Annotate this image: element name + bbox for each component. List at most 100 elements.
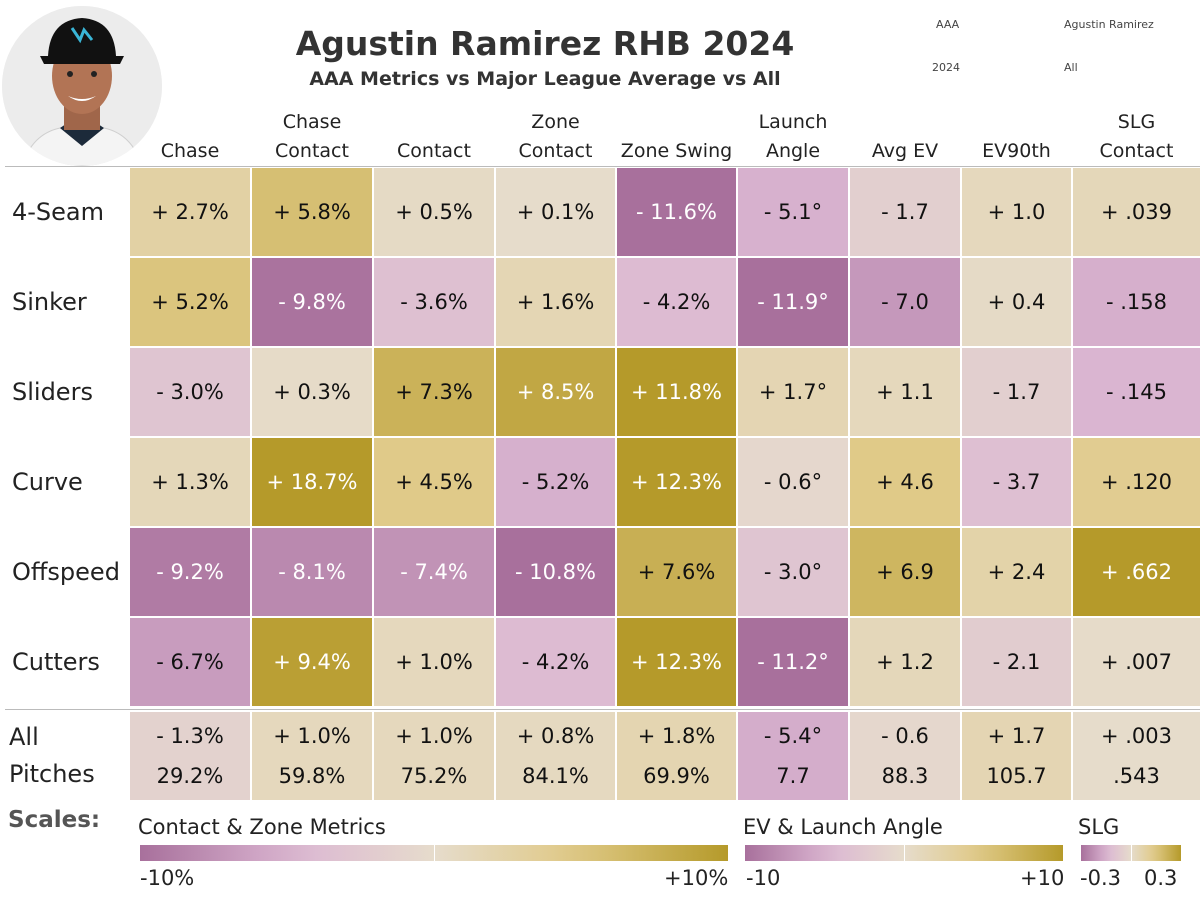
heatmap-cell[interactable]: - 5.2% <box>496 438 615 526</box>
all-pitches-cell[interactable]: - 1.3% 29.2% <box>130 712 250 800</box>
heatmap-cell[interactable]: + .120 <box>1073 438 1200 526</box>
heatmap-cell[interactable]: + 0.5% <box>374 168 494 256</box>
legend-max-slg: 0.3 <box>1144 866 1178 890</box>
heatmap-cell[interactable]: - 11.6% <box>617 168 736 256</box>
legend-max-pct: +10% <box>664 866 729 890</box>
heatmap-cell[interactable]: + 6.9 <box>850 528 960 616</box>
heatmap-cell[interactable]: - .158 <box>1073 258 1200 346</box>
legend-color-bar-pct <box>140 845 728 861</box>
all-pitches-cell[interactable]: + 0.8% 84.1% <box>496 712 615 800</box>
heatmap-cell[interactable]: - 1.7 <box>962 348 1071 436</box>
all-pitches-cell[interactable]: + 1.8% 69.9% <box>617 712 736 800</box>
all-pitches-cell[interactable]: - 5.4° 7.7 <box>738 712 848 800</box>
heatmap-cell[interactable]: + 2.4 <box>962 528 1071 616</box>
column-header-contact: Contact <box>397 140 471 162</box>
heatmap-cell[interactable]: + .662 <box>1073 528 1200 616</box>
heatmap-cell[interactable]: + 1.0% <box>374 618 494 706</box>
all-pitches-diff: + 1.0% <box>395 724 473 748</box>
heatmap-cell[interactable]: - 3.7 <box>962 438 1071 526</box>
heatmap-cell[interactable]: + 12.3% <box>617 618 736 706</box>
all-pitches-actual: .543 <box>1113 764 1160 788</box>
all-pitches-diff: + 1.8% <box>637 724 716 748</box>
filter-season[interactable]: 2024 <box>932 61 960 74</box>
heatmap-cell[interactable]: + .007 <box>1073 618 1200 706</box>
heatmap-cell[interactable]: + 1.7° <box>738 348 848 436</box>
heatmap-cell[interactable]: + 1.1 <box>850 348 960 436</box>
heatmap-cell[interactable]: + 5.8% <box>252 168 372 256</box>
heatmap-cell[interactable]: + 2.7% <box>130 168 250 256</box>
heatmap-cell[interactable]: - 3.6% <box>374 258 494 346</box>
heatmap-cell[interactable]: + .039 <box>1073 168 1200 256</box>
heatmap-cell[interactable]: + 1.3% <box>130 438 250 526</box>
legend-midpoint <box>1131 845 1132 861</box>
heatmap-cell[interactable]: + 1.6% <box>496 258 615 346</box>
heatmap-cell[interactable]: + 12.3% <box>617 438 736 526</box>
legend-min-slg: -0.3 <box>1080 866 1121 890</box>
heatmap-cell[interactable]: - 1.7 <box>850 168 960 256</box>
all-pitches-cell[interactable]: + .003 .543 <box>1073 712 1200 800</box>
filter-player[interactable]: Agustin Ramirez <box>1064 18 1154 31</box>
all-pitches-diff: + 1.0% <box>273 724 351 748</box>
all-pitches-cell[interactable]: + 1.7 105.7 <box>962 712 1071 800</box>
heatmap-cell[interactable]: - .145 <box>1073 348 1200 436</box>
all-pitches-cell[interactable]: + 1.0% 59.8% <box>252 712 372 800</box>
row-label-sliders: Sliders <box>12 378 93 406</box>
heatmap-cell[interactable]: - 5.1° <box>738 168 848 256</box>
all-pitches-actual: 69.9% <box>643 764 710 788</box>
all-pitches-cell[interactable]: + 1.0% 75.2% <box>374 712 494 800</box>
heatmap-cell[interactable]: + 0.4 <box>962 258 1071 346</box>
filter-pitch-group[interactable]: All <box>1064 61 1078 74</box>
column-header-zone-swing: Zone Swing <box>620 140 733 162</box>
column-header-ev90th: EV90th <box>982 140 1051 162</box>
heatmap-cell[interactable]: + 4.6 <box>850 438 960 526</box>
heatmap-cell[interactable]: - 3.0% <box>130 348 250 436</box>
all-pitches-actual: 7.7 <box>776 764 810 788</box>
heatmap-cell[interactable]: - 0.6° <box>738 438 848 526</box>
heatmap-cell[interactable]: + 9.4% <box>252 618 372 706</box>
heatmap-cell[interactable]: - 6.7% <box>130 618 250 706</box>
heatmap-cell[interactable]: + 5.2% <box>130 258 250 346</box>
heatmap-cell[interactable]: + 8.5% <box>496 348 615 436</box>
heatmap-cell[interactable]: + 1.2 <box>850 618 960 706</box>
heatmap-cell[interactable]: + 18.7% <box>252 438 372 526</box>
heatmap-cell[interactable]: - 8.1% <box>252 528 372 616</box>
all-pitches-actual: 29.2% <box>156 764 224 788</box>
heatmap-cell[interactable]: + 11.8% <box>617 348 736 436</box>
heatmap-cell[interactable]: - 4.2% <box>496 618 615 706</box>
heatmap-cell[interactable]: + 7.6% <box>617 528 736 616</box>
column-header-avg-ev: Avg EV <box>871 140 939 162</box>
heatmap-cell[interactable]: - 4.2% <box>617 258 736 346</box>
legend-min-ev: -10 <box>746 866 781 890</box>
heatmap-cell[interactable]: - 9.8% <box>252 258 372 346</box>
heatmap-cell[interactable]: - 2.1 <box>962 618 1071 706</box>
all-pitches-cell[interactable]: - 0.6 88.3 <box>850 712 960 800</box>
heatmap-cell[interactable]: - 7.0 <box>850 258 960 346</box>
heatmap-cell[interactable]: - 10.8% <box>496 528 615 616</box>
heatmap-cell[interactable]: + 1.0 <box>962 168 1071 256</box>
legend-max-ev: +10 <box>1020 866 1065 890</box>
chart-subtitle: AAA Metrics vs Major League Average vs A… <box>309 68 781 90</box>
all-pitches-actual: 105.7 <box>986 764 1047 788</box>
heatmap-cell[interactable]: - 7.4% <box>374 528 494 616</box>
filter-level[interactable]: AAA <box>936 18 960 31</box>
heatmap-cell[interactable]: + 0.3% <box>252 348 372 436</box>
heatmap-cell[interactable]: - 9.2% <box>130 528 250 616</box>
heatmap-cell[interactable]: + 0.1% <box>496 168 615 256</box>
heatmap-cell[interactable]: - 11.2° <box>738 618 848 706</box>
row-label-4-seam: 4-Seam <box>12 198 105 226</box>
legend-min-pct: -10% <box>140 866 195 890</box>
heatmap-cell[interactable]: + 4.5% <box>374 438 494 526</box>
heatmap-cell[interactable]: + 7.3% <box>374 348 494 436</box>
all-pitches-actual: 59.8% <box>278 764 346 788</box>
column-header-chase-contact: Chase Contact <box>275 111 349 162</box>
all-pitches-diff: + .003 <box>1100 724 1173 748</box>
all-pitches-diff: + 1.7 <box>987 724 1046 748</box>
legend-midpoint <box>434 845 435 861</box>
legend-color-bar-ev <box>745 845 1063 861</box>
heatmap-cell[interactable]: - 11.9° <box>738 258 848 346</box>
player-headshot-icon <box>2 6 162 166</box>
heatmap-cell[interactable]: - 3.0° <box>738 528 848 616</box>
all-pitches-diff: + 0.8% <box>516 724 595 748</box>
row-label-offspeed: Offspeed <box>12 558 120 586</box>
legend-title-ev: EV & Launch Angle <box>743 815 943 839</box>
